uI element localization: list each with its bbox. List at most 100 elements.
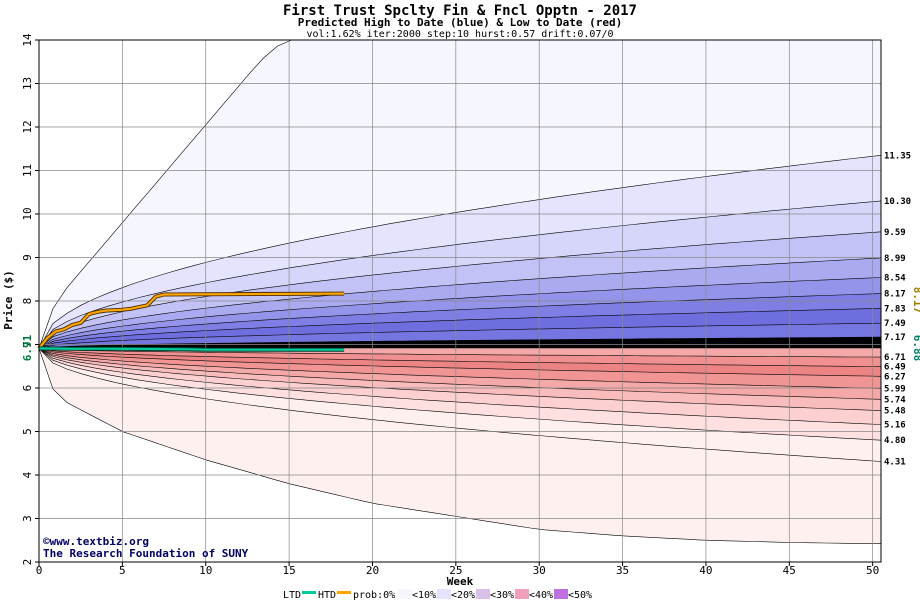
high-band-6 bbox=[39, 293, 881, 349]
x-tick-8: 40 bbox=[699, 564, 712, 577]
y-tick-6: 8 bbox=[21, 298, 34, 305]
high-band-2 bbox=[39, 200, 881, 349]
y-tick-2: 4 bbox=[21, 471, 34, 478]
x-tick-7: 35 bbox=[616, 564, 629, 577]
x-tick-0: 0 bbox=[36, 564, 43, 577]
quantile-label-6: 7.83 bbox=[884, 304, 906, 314]
quantile-contour-10 bbox=[38, 348, 882, 367]
quantile-contour-0 bbox=[38, 155, 882, 349]
quantile-label-12: 5.99 bbox=[884, 384, 906, 394]
low-band-7 bbox=[39, 348, 881, 441]
legend-ltd-label: LTD bbox=[283, 590, 301, 600]
y-tick-3: 5 bbox=[21, 428, 34, 435]
y-tick-9: 11 bbox=[21, 164, 34, 177]
low-band-6 bbox=[39, 348, 881, 425]
y-axis-label: Price ($) bbox=[2, 270, 15, 330]
quantile-contour-9 bbox=[38, 348, 882, 358]
credit-url: ©www.textbiz.org bbox=[43, 535, 149, 548]
quantile-label-3: 8.99 bbox=[884, 254, 906, 264]
quantile-label-5: 8.17 bbox=[884, 290, 906, 300]
x-axis-ticks: 0 5 10 15 20 25 30 35 40 45 50 bbox=[36, 562, 879, 577]
x-tick-6: 30 bbox=[533, 564, 546, 577]
quantile-contour-16 bbox=[38, 348, 882, 441]
quantile-label-1: 10.30 bbox=[884, 197, 911, 207]
chart-params: vol:1.62% iter:2000 step:10 hurst:0.57 d… bbox=[306, 29, 613, 40]
x-axis-label: Week bbox=[447, 575, 474, 588]
y-tick-0: 2 bbox=[21, 559, 34, 566]
quantile-label-10: 6.49 bbox=[884, 363, 906, 373]
quantile-contour-7 bbox=[38, 322, 882, 349]
y-tick-1: 3 bbox=[21, 515, 34, 522]
quantile-contour-14 bbox=[38, 348, 882, 411]
chart-subtitle: Predicted High to Date (blue) & Low to D… bbox=[298, 16, 623, 29]
htd-line bbox=[38, 292, 345, 350]
quantile-label-11: 6.27 bbox=[884, 372, 906, 382]
y-tick-12: 14 bbox=[21, 33, 34, 47]
probability-bands bbox=[39, 40, 881, 544]
legend-bin-1: <20% bbox=[451, 590, 475, 600]
legend-ltd-swatch bbox=[302, 591, 316, 594]
high-band-5 bbox=[39, 277, 881, 349]
quantile-label-9: 6.71 bbox=[884, 353, 906, 363]
x-tick-2: 10 bbox=[199, 564, 212, 577]
x-tick-3: 15 bbox=[282, 564, 295, 577]
price-paths bbox=[37, 291, 345, 352]
y-tick-4: 6 bbox=[21, 385, 34, 392]
legend-bin-2-swatch bbox=[476, 589, 490, 599]
x-tick-4: 20 bbox=[366, 564, 379, 577]
quantile-label-14: 5.48 bbox=[884, 407, 906, 417]
high-band-1 bbox=[39, 155, 881, 349]
low-band-8 bbox=[39, 348, 881, 462]
legend-bin-1-swatch bbox=[437, 589, 451, 599]
x-tick-5: 25 bbox=[449, 564, 462, 577]
low-band-4 bbox=[39, 348, 881, 400]
low-band-5 bbox=[39, 348, 881, 411]
low-band-9 bbox=[39, 348, 881, 544]
low-band-2 bbox=[39, 348, 881, 377]
grid-lines bbox=[39, 40, 881, 562]
quantile-label-16: 4.80 bbox=[884, 436, 906, 446]
ltd-line bbox=[38, 347, 345, 351]
x-tick-9: 45 bbox=[783, 564, 796, 577]
legend-bin-4: <50% bbox=[568, 590, 592, 600]
high-band-7 bbox=[39, 308, 881, 349]
quantile-contour-3 bbox=[38, 257, 882, 349]
quantile-contours bbox=[38, 155, 882, 462]
high-band-0 bbox=[39, 40, 881, 349]
legend-bin-4-swatch bbox=[554, 589, 568, 599]
legend-bin-3-swatch bbox=[515, 589, 529, 599]
quantile-contour-11 bbox=[38, 348, 882, 377]
high-band-4 bbox=[39, 257, 881, 349]
quantile-contour-6 bbox=[38, 308, 882, 349]
quantile-label-13: 5.74 bbox=[884, 395, 906, 405]
legend-prob-label: prob:0% bbox=[353, 590, 395, 600]
quantile-contour-13 bbox=[38, 348, 882, 400]
quantile-label-7: 7.49 bbox=[884, 319, 906, 329]
high-band-3 bbox=[39, 231, 881, 349]
y-tick-7: 9 bbox=[21, 254, 34, 261]
credit-org: The Research Foundation of SUNY bbox=[43, 547, 249, 560]
quantile-contour-8 bbox=[38, 336, 882, 349]
legend-bin-3: <40% bbox=[529, 590, 553, 600]
high-band-8 bbox=[39, 323, 881, 349]
end-htd-label: 8.17 bbox=[911, 287, 920, 314]
low-envelope-line bbox=[38, 348, 882, 544]
y-tick-8: 10 bbox=[21, 207, 34, 220]
end-ltd-label: 6.88 bbox=[911, 335, 920, 362]
legend-bin-0: <10% bbox=[412, 590, 436, 600]
quantile-labels: 11.35 10.30 9.59 8.99 8.54 8.17 7.83 7.49 7.17 6.… bbox=[884, 151, 911, 467]
quantile-contour-17 bbox=[38, 348, 882, 462]
quantile-contour-12 bbox=[38, 348, 882, 389]
quantile-label-4: 8.54 bbox=[884, 274, 906, 284]
quantile-label-0: 11.35 bbox=[884, 151, 911, 161]
y-tick-5: 7 bbox=[21, 341, 34, 348]
quantile-contour-4 bbox=[38, 277, 882, 349]
y-tick-11: 13 bbox=[21, 77, 34, 90]
legend-htd-swatch bbox=[337, 591, 351, 594]
legend-bin-2: <30% bbox=[490, 590, 514, 600]
chart-title: First Trust Spclty Fin & Fncl Opptn - 20… bbox=[283, 3, 637, 19]
legend-htd-label: HTD bbox=[318, 590, 336, 600]
x-tick-10: 50 bbox=[866, 564, 879, 577]
quantile-label-17: 4.31 bbox=[884, 458, 906, 468]
